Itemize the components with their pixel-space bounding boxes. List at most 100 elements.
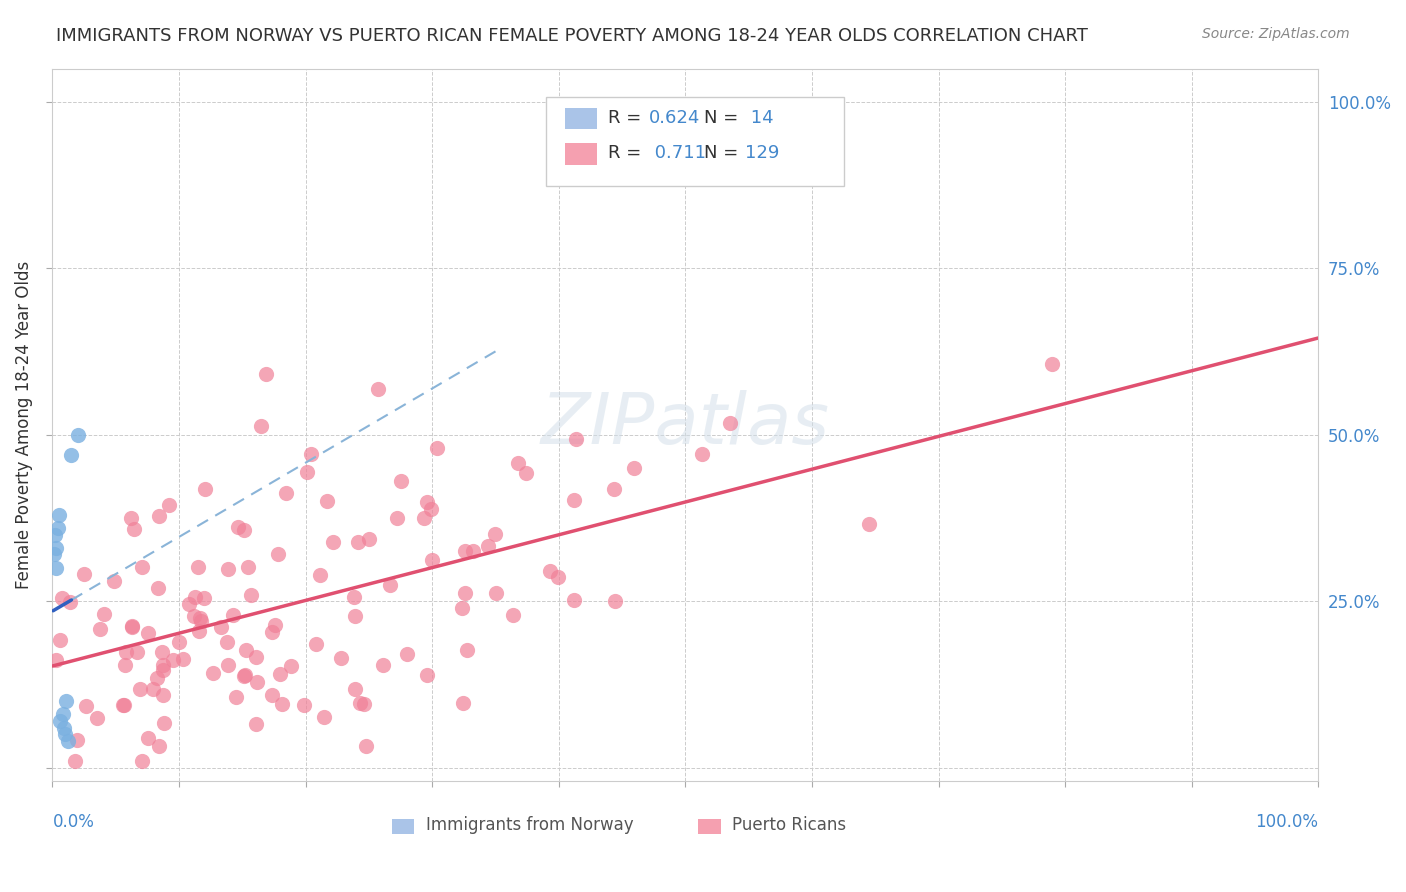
Point (330, 650, 353, 665)
Point (188, 611, 211, 625)
Point (45, 561, 67, 575)
Point (314, 710, 336, 724)
Text: 0.624: 0.624 (648, 109, 700, 127)
Point (222, 607, 245, 622)
Point (52, 721, 75, 735)
Point (451, 696, 474, 710)
Point (562, 593, 585, 607)
Point (260, 688, 283, 702)
Point (309, 568, 332, 582)
Point (353, 698, 375, 712)
Text: 100.0%: 100.0% (1256, 813, 1319, 830)
FancyBboxPatch shape (565, 108, 596, 129)
Point (564, 432, 586, 446)
Point (240, 588, 263, 602)
Point (692, 447, 714, 461)
Point (103, 574, 125, 588)
Point (73, 566, 96, 581)
Point (46, 521, 69, 535)
Point (52, 707, 75, 722)
Point (93, 607, 115, 621)
Point (245, 649, 267, 664)
Point (515, 467, 537, 481)
Text: Source: ZipAtlas.com: Source: ZipAtlas.com (1202, 27, 1350, 41)
Point (254, 367, 277, 381)
Point (385, 511, 408, 525)
Point (65, 754, 87, 768)
Point (356, 739, 378, 753)
Point (603, 594, 626, 608)
Point (344, 682, 367, 697)
Point (150, 645, 173, 659)
Point (295, 465, 318, 479)
Point (89, 622, 111, 636)
Text: 0.0%: 0.0% (52, 813, 94, 830)
Point (183, 590, 205, 604)
Point (538, 564, 561, 578)
Point (217, 562, 239, 576)
Point (357, 532, 380, 546)
Point (395, 648, 418, 662)
Point (121, 620, 143, 634)
Point (426, 441, 449, 455)
Point (162, 653, 184, 667)
Point (485, 586, 508, 600)
Point (233, 667, 256, 681)
Point (152, 657, 174, 672)
Point (420, 501, 443, 516)
Point (128, 681, 150, 696)
Point (454, 543, 477, 558)
Point (235, 642, 257, 657)
Point (153, 716, 176, 731)
Point (112, 698, 135, 712)
Point (131, 560, 153, 574)
Point (378, 578, 401, 592)
Point (416, 667, 439, 681)
Point (131, 754, 153, 768)
Point (420, 552, 443, 566)
Point (58, 595, 80, 609)
FancyBboxPatch shape (546, 97, 844, 186)
Point (146, 581, 169, 595)
Point (718, 417, 741, 431)
Point (299, 447, 322, 461)
Point (49, 714, 72, 728)
Point (125, 645, 148, 659)
Point (280, 658, 302, 673)
Point (121, 618, 143, 632)
Text: 129: 129 (745, 144, 779, 161)
Point (145, 671, 167, 685)
Point (122, 522, 145, 536)
Point (183, 609, 205, 624)
Text: 0.711: 0.711 (648, 144, 706, 161)
Point (152, 688, 174, 702)
FancyBboxPatch shape (565, 144, 596, 165)
Point (114, 657, 136, 672)
Point (249, 419, 271, 434)
Point (66, 733, 89, 747)
Point (260, 624, 283, 639)
Point (292, 698, 315, 712)
Point (461, 544, 484, 558)
Point (232, 669, 254, 683)
Text: IMMIGRANTS FROM NORWAY VS PUERTO RICAN FEMALE POVERTY AMONG 18-24 YEAR OLDS CORR: IMMIGRANTS FROM NORWAY VS PUERTO RICAN F… (56, 27, 1088, 45)
Point (167, 635, 190, 649)
Point (477, 539, 499, 553)
Point (453, 586, 475, 600)
Point (152, 663, 174, 677)
Point (274, 486, 297, 500)
Point (48, 508, 70, 522)
FancyBboxPatch shape (697, 819, 721, 834)
Point (245, 716, 267, 731)
Point (66, 427, 89, 442)
Point (367, 382, 389, 396)
Point (236, 560, 259, 574)
Point (187, 560, 209, 574)
Point (86, 710, 108, 724)
Point (75, 699, 97, 714)
Point (115, 645, 138, 659)
Point (547, 570, 569, 584)
Point (142, 681, 165, 696)
Point (51, 591, 73, 606)
Point (157, 498, 180, 512)
